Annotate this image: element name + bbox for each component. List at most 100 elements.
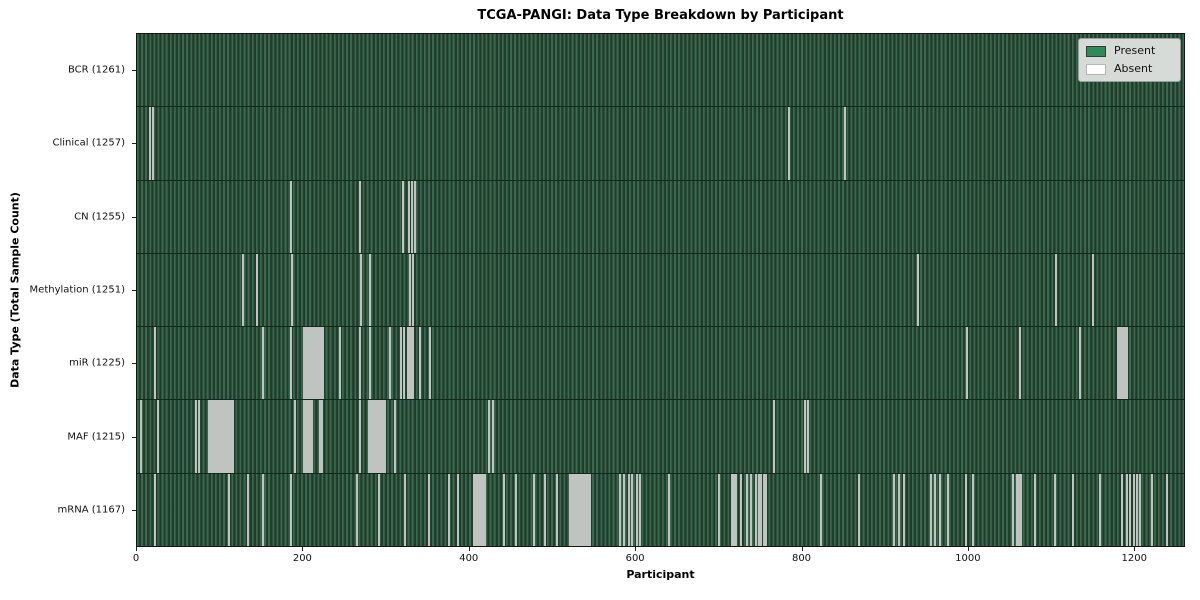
absent-mark — [289, 473, 292, 546]
absent-mark — [318, 400, 321, 473]
absent-mark — [639, 473, 642, 546]
absent-mark — [211, 400, 214, 473]
absent-mark — [533, 473, 536, 546]
absent-mark — [411, 327, 414, 400]
x-tick-label: 200 — [292, 553, 312, 564]
x-tick-mark — [801, 547, 803, 551]
absent-mark — [739, 473, 742, 546]
absent-mark — [929, 473, 932, 546]
absent-mark — [427, 473, 430, 546]
absent-mark — [320, 327, 323, 400]
y-tick-label: BCR (1261) — [67, 64, 125, 76]
heatmap-row-CN — [137, 179, 1184, 253]
heatmap-row-BCR — [137, 34, 1184, 107]
y-tick-mark — [132, 216, 136, 218]
x-tick-mark — [136, 547, 137, 551]
legend: Present Absent — [1078, 38, 1181, 82]
y-tick-mark — [132, 69, 136, 71]
absent-mark — [381, 400, 384, 473]
absent-mark — [358, 327, 361, 400]
absent-mark — [1016, 473, 1019, 546]
absent-mark — [369, 400, 372, 473]
x-tick-label: 1000 — [955, 553, 981, 564]
absent-mark — [1116, 327, 1119, 400]
absent-mark — [372, 400, 375, 473]
absent-mark — [1124, 327, 1127, 400]
absent-mark — [303, 327, 306, 400]
absent-mark — [226, 400, 229, 473]
absent-mark — [429, 327, 432, 400]
absent-mark — [289, 180, 292, 253]
absent-mark — [289, 327, 292, 400]
absent-mark — [218, 400, 221, 473]
absent-mark — [358, 180, 361, 253]
absent-mark — [228, 473, 231, 546]
absent-mark — [1018, 327, 1021, 400]
absent-mark — [304, 327, 307, 400]
absent-mark — [318, 327, 321, 400]
absent-mark — [232, 400, 235, 473]
absent-mark — [313, 327, 316, 400]
absent-swatch-icon — [1086, 63, 1106, 75]
absent-mark — [210, 400, 213, 473]
absent-mark — [368, 253, 371, 327]
absent-mark — [407, 180, 410, 253]
x-tick-mark — [302, 547, 304, 551]
absent-mark — [514, 473, 517, 546]
absent-mark — [1054, 473, 1057, 546]
absent-mark — [384, 400, 387, 473]
absent-mark — [371, 400, 374, 473]
x-tick-mark — [1134, 547, 1136, 551]
absent-mark — [1139, 473, 1142, 546]
absent-mark — [261, 327, 264, 400]
absent-mark — [588, 473, 591, 546]
absent-mark — [389, 327, 392, 400]
absent-mark — [803, 400, 806, 473]
absent-mark — [1122, 327, 1125, 400]
heatmap-row-mRNA — [137, 472, 1184, 546]
absent-mark — [946, 473, 949, 546]
absent-mark — [216, 400, 219, 473]
absent-mark — [308, 400, 311, 473]
absent-mark — [619, 473, 622, 546]
absent-mark — [488, 400, 491, 473]
x-tick-label: 800 — [791, 553, 812, 564]
x-tick-label: 0 — [132, 553, 140, 564]
x-tick-mark — [635, 547, 637, 551]
y-tick-label: CN (1255) — [74, 211, 125, 223]
absent-mark — [401, 180, 404, 253]
absent-mark — [403, 473, 406, 546]
y-tick-mark — [132, 290, 136, 291]
absent-mark — [857, 473, 860, 546]
absent-mark — [759, 473, 762, 546]
absent-mark — [374, 400, 377, 473]
absent-mark — [892, 473, 895, 546]
present-swatch-icon — [1086, 45, 1106, 57]
y-tick-label: Methylation (1251) — [29, 284, 125, 296]
absent-mark — [1019, 473, 1022, 546]
absent-mark — [255, 253, 258, 327]
heatmap-row-miR — [137, 326, 1184, 400]
absent-mark — [787, 107, 790, 180]
absent-mark — [246, 473, 249, 546]
absent-mark — [308, 327, 311, 400]
absent-mark — [939, 473, 942, 546]
absent-mark — [484, 473, 487, 546]
absent-mark — [377, 400, 380, 473]
absent-mark — [456, 473, 459, 546]
absent-mark — [587, 473, 590, 546]
absent-mark — [198, 400, 201, 473]
absent-mark — [773, 400, 775, 473]
absent-mark — [311, 327, 314, 400]
absent-mark — [1150, 473, 1153, 546]
absent-mark — [568, 473, 571, 546]
absent-mark — [306, 400, 309, 473]
y-tick-label: MAF (1215) — [67, 431, 125, 443]
absent-mark — [934, 473, 937, 546]
absent-mark — [293, 400, 296, 473]
absent-mark — [367, 400, 370, 473]
absent-mark — [220, 400, 223, 473]
absent-mark — [585, 473, 588, 546]
absent-mark — [746, 473, 749, 546]
